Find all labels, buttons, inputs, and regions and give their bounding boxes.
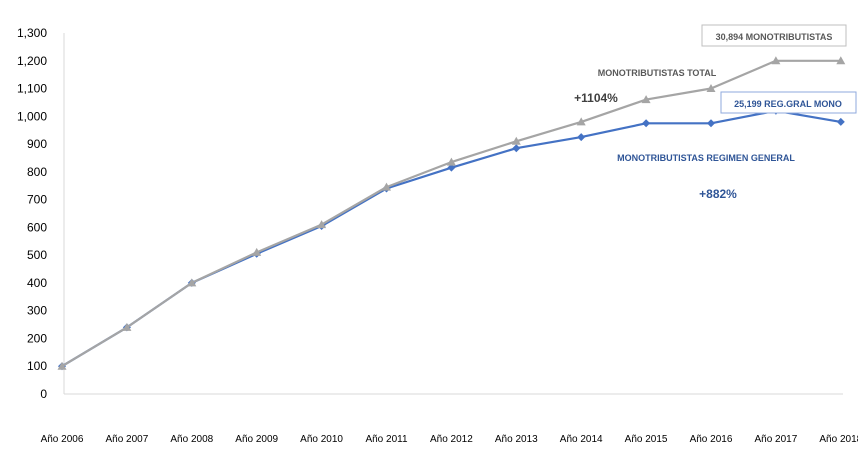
x-tick-label: Año 2010	[300, 434, 343, 445]
series-point-regimen	[707, 119, 715, 128]
series-line-regimen	[61, 109, 841, 368]
y-tick-label: 300	[27, 304, 47, 318]
y-tick-label: 1,000	[17, 109, 47, 123]
x-tick-labels: Año 2006 Año 2007 Año 2008 Año 2009 Año 2010…	[41, 434, 858, 445]
series-point-total	[641, 95, 651, 104]
series-point-total	[317, 220, 327, 229]
y-tick-label: 700	[27, 193, 47, 207]
axes	[63, 33, 843, 395]
series-point-total	[576, 117, 586, 126]
series-point-regimen	[577, 133, 586, 142]
series-point-total	[187, 278, 197, 287]
y-tick-label: 200	[27, 331, 47, 345]
x-tick-label: Año 2013	[495, 434, 538, 445]
annotation-total-box	[701, 24, 847, 47]
series-point-regimen	[512, 144, 521, 153]
y-tick-labels: 0 100 200 300 400 500 600 700 800 900 1,000 1,100 1,…	[17, 26, 47, 401]
y-tick-label: 800	[27, 165, 47, 179]
annotation-total-percent: +1104%	[574, 91, 618, 105]
series-point-regimen	[836, 117, 845, 126]
x-tick-label: Año 2014	[560, 434, 603, 445]
annotation-total-box-text: 30,894 MONOTRIBUTISTAS	[716, 32, 833, 42]
y-tick-label: 1,200	[17, 54, 47, 68]
series-point-regimen	[447, 163, 456, 172]
annotation-regimen-label: MONOTRIBUTISTAS REGIMEN GENERAL	[617, 153, 795, 163]
series-point-total	[836, 56, 846, 65]
x-tick-label: Año 2006	[41, 434, 84, 445]
x-tick-label: Año 2015	[625, 434, 668, 445]
x-tick-label: Año 2017	[754, 434, 797, 445]
annotation-regimen-box	[720, 91, 857, 114]
y-tick-label: 1,300	[17, 26, 47, 40]
x-tick-label: Año 2009	[235, 434, 278, 445]
series-point-total	[252, 247, 262, 256]
annotation-total-label: MONOTRIBUTISTAS TOTAL	[598, 68, 717, 78]
y-tick-label: 900	[27, 137, 47, 151]
y-tick-label: 500	[27, 248, 47, 262]
y-tick-label: 400	[27, 276, 47, 290]
x-tick-label: Año 2007	[105, 434, 148, 445]
series-point-total	[446, 157, 456, 166]
series-point-total	[771, 56, 781, 65]
series-point-total	[511, 136, 521, 145]
x-tick-label: Año 2008	[170, 434, 213, 445]
y-tick-label: 600	[27, 220, 47, 234]
y-tick-label: 100	[27, 359, 47, 373]
series-point-regimen	[642, 119, 651, 128]
x-tick-label: Año 2016	[690, 434, 733, 445]
series-point-total	[57, 361, 67, 370]
y-tick-label: 1,100	[17, 82, 47, 96]
series-point-total	[122, 322, 132, 331]
series-point-total	[706, 84, 716, 93]
x-tick-label: Año 2012	[430, 434, 473, 445]
annotation-regimen-percent: +882%	[699, 187, 737, 201]
annotation-regimen-box-text: 25,199 REG.GRAL MONO	[734, 99, 842, 109]
series-point-total	[382, 182, 391, 191]
series-layer	[57, 56, 846, 371]
y-tick-label: 0	[40, 387, 47, 401]
x-tick-label: Año 2011	[365, 434, 408, 445]
x-tick-label: Año 2018	[819, 434, 858, 445]
annotations: MONOTRIBUTISTAS TOTAL +1104% 30,894 MONO…	[574, 24, 857, 201]
